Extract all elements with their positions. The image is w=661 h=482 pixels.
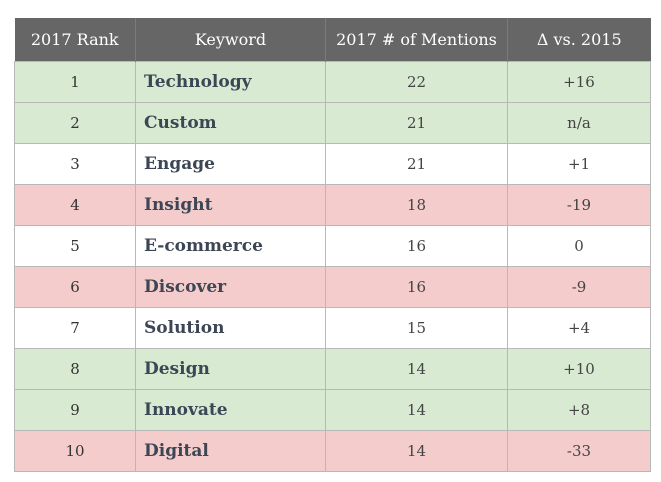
mentions-cell: 14 bbox=[325, 348, 508, 390]
mentions-cell: 22 bbox=[325, 61, 508, 103]
delta-cell: -19 bbox=[507, 184, 651, 226]
table-row: 6 Discover 16 -9 bbox=[14, 266, 651, 308]
delta-cell: -33 bbox=[507, 430, 651, 472]
keyword-cell: Solution bbox=[135, 307, 326, 349]
header-delta: Δ vs. 2015 bbox=[507, 18, 651, 62]
mentions-cell: 16 bbox=[325, 225, 508, 267]
rank-cell: 5 bbox=[14, 225, 136, 267]
rank-cell: 7 bbox=[14, 307, 136, 349]
mentions-cell: 15 bbox=[325, 307, 508, 349]
table-row: 1 Technology 22 +16 bbox=[14, 61, 651, 103]
rank-cell: 10 bbox=[14, 430, 136, 472]
header-mentions: 2017 # of Mentions bbox=[325, 18, 508, 62]
header-row: 2017 Rank Keyword 2017 # of Mentions Δ v… bbox=[14, 18, 651, 62]
table-row: 2 Custom 21 n/a bbox=[14, 102, 651, 144]
delta-cell: n/a bbox=[507, 102, 651, 144]
table-row: 8 Design 14 +10 bbox=[14, 348, 651, 390]
keyword-cell: Technology bbox=[135, 61, 326, 103]
rank-cell: 2 bbox=[14, 102, 136, 144]
table-body: 1 Technology 22 +16 2 Custom 21 n/a 3 Engage 21 +1 4… bbox=[14, 61, 651, 472]
mentions-cell: 18 bbox=[325, 184, 508, 226]
delta-cell: +1 bbox=[507, 143, 651, 185]
header-keyword: Keyword bbox=[135, 18, 326, 62]
keyword-cell: Engage bbox=[135, 143, 326, 185]
delta-cell: +8 bbox=[507, 389, 651, 431]
keyword-cell: Insight bbox=[135, 184, 326, 226]
rank-cell: 4 bbox=[14, 184, 136, 226]
keyword-cell: Custom bbox=[135, 102, 326, 144]
keyword-cell: Design bbox=[135, 348, 326, 390]
keyword-cell: E-commerce bbox=[135, 225, 326, 267]
rank-cell: 9 bbox=[14, 389, 136, 431]
table-row: 5 E-commerce 16 0 bbox=[14, 225, 651, 267]
mentions-cell: 16 bbox=[325, 266, 508, 308]
mentions-cell: 14 bbox=[325, 389, 508, 431]
keyword-ranking-table-container: 2017 Rank Keyword 2017 # of Mentions Δ v… bbox=[14, 18, 651, 472]
delta-cell: -9 bbox=[507, 266, 651, 308]
mentions-cell: 21 bbox=[325, 143, 508, 185]
delta-cell: +16 bbox=[507, 61, 651, 103]
rank-cell: 1 bbox=[14, 61, 136, 103]
table-row: 10 Digital 14 -33 bbox=[14, 430, 651, 472]
table-row: 7 Solution 15 +4 bbox=[14, 307, 651, 349]
table-row: 4 Insight 18 -19 bbox=[14, 184, 651, 226]
delta-cell: 0 bbox=[507, 225, 651, 267]
keyword-ranking-table: 2017 Rank Keyword 2017 # of Mentions Δ v… bbox=[14, 18, 651, 472]
keyword-cell: Discover bbox=[135, 266, 326, 308]
table-row: 9 Innovate 14 +8 bbox=[14, 389, 651, 431]
keyword-cell: Digital bbox=[135, 430, 326, 472]
mentions-cell: 14 bbox=[325, 430, 508, 472]
keyword-cell: Innovate bbox=[135, 389, 326, 431]
table-row: 3 Engage 21 +1 bbox=[14, 143, 651, 185]
delta-cell: +10 bbox=[507, 348, 651, 390]
mentions-cell: 21 bbox=[325, 102, 508, 144]
rank-cell: 6 bbox=[14, 266, 136, 308]
delta-cell: +4 bbox=[507, 307, 651, 349]
rank-cell: 8 bbox=[14, 348, 136, 390]
rank-cell: 3 bbox=[14, 143, 136, 185]
header-rank: 2017 Rank bbox=[14, 18, 136, 62]
